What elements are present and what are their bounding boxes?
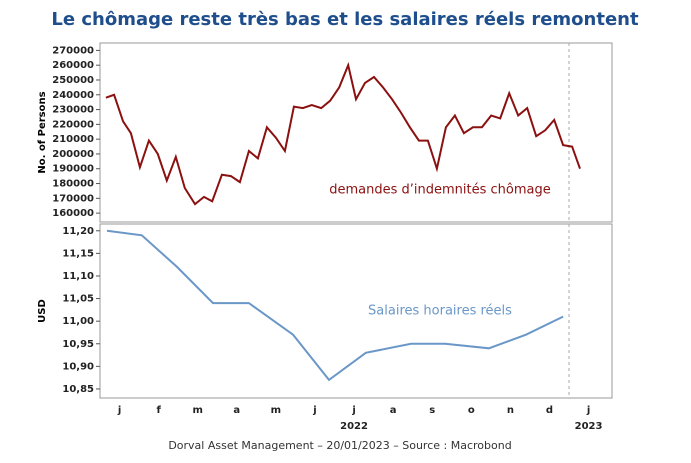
x-tick-label: o (468, 405, 475, 416)
y-tick-label: 220000 (52, 119, 94, 130)
y-axis-label: No. of Persons (37, 91, 48, 173)
x-tick-label: f (156, 405, 161, 416)
footer: Dorval Asset Management – 20/01/2023 – S… (168, 439, 511, 452)
y-axis-label: USD (37, 299, 48, 323)
y-tick-label: 190000 (52, 164, 94, 175)
y-tick-label: 180000 (52, 179, 94, 190)
x-tick-label: s (429, 405, 435, 416)
x-tick-label: d (546, 405, 553, 416)
y-tick-label: 11,10 (62, 271, 94, 282)
y-tick-label: 270000 (52, 45, 94, 56)
year-label: 2022 (340, 421, 368, 432)
series-annotation: Salaires horaires réels (368, 304, 512, 319)
x-tick-label: j (351, 405, 355, 416)
plot-frame (99, 223, 613, 399)
y-tick-label: 160000 (52, 208, 94, 219)
x-tick-label: j (586, 405, 590, 416)
y-tick-label: 10,85 (62, 384, 94, 395)
line-series (106, 229, 564, 382)
plot-frame (99, 42, 613, 223)
y-tick-label: 10,95 (62, 339, 94, 350)
series-annotation: demandes d’indemnités chômage (329, 183, 551, 198)
y-tick-label: 230000 (52, 105, 94, 116)
y-tick-label: 260000 (52, 60, 94, 71)
y-tick-label: 11,05 (62, 294, 94, 305)
x-tick-label: m (192, 405, 202, 416)
y-tick-label: 200000 (52, 149, 94, 160)
y-tick-label: 11,15 (62, 248, 94, 259)
x-tick-label: j (312, 405, 316, 416)
y-tick-label: 240000 (52, 90, 94, 101)
x-tick-label: a (233, 405, 240, 416)
y-tick-label: 11,20 (62, 226, 94, 237)
x-tick-label: m (271, 405, 281, 416)
y-tick-label: 10,90 (62, 361, 94, 372)
x-tick-label: j (117, 405, 121, 416)
y-tick-label: 170000 (52, 193, 94, 204)
x-tick-label: n (507, 405, 514, 416)
x-tick-label: a (390, 405, 397, 416)
y-tick-label: 210000 (52, 134, 94, 145)
year-label: 2023 (575, 421, 603, 432)
line-series (105, 61, 581, 206)
y-tick-label: 250000 (52, 75, 94, 86)
y-tick-label: 11,00 (62, 316, 94, 327)
chart-title: Le chômage reste très bas et les salaire… (51, 9, 639, 30)
